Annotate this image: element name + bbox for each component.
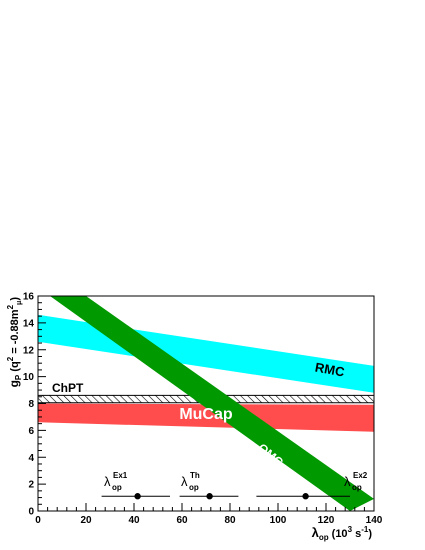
point-label: λ: [344, 474, 351, 489]
point-label: λ: [104, 474, 111, 489]
point-label-sup: Ex2: [353, 471, 368, 480]
band-mucap: [38, 403, 374, 432]
chpt-label: ChPT: [52, 381, 84, 395]
x-tick-label: 120: [318, 515, 335, 526]
point-label-sup: Ex1: [113, 471, 128, 480]
x-tick-label: 140: [366, 515, 383, 526]
y-tick-label: 4: [28, 453, 34, 464]
y-axis-title: gP (q2 = -0.88m2μ): [6, 297, 23, 388]
point-label-sub: op: [189, 483, 199, 492]
y-tick-label: 16: [23, 292, 35, 303]
point-label: λ: [181, 474, 188, 489]
x-axis-title: λop (103 s-1): [312, 525, 373, 542]
x-tick-label: 100: [270, 515, 287, 526]
point-marker: [302, 493, 309, 500]
points-layer: [101, 493, 350, 500]
y-tick-label: 14: [23, 318, 35, 329]
x-tick-label: 20: [80, 515, 92, 526]
x-tick-label: 60: [176, 515, 188, 526]
y-tick-label: 8: [28, 399, 34, 410]
point-marker: [206, 493, 213, 500]
x-tick-label: 40: [128, 515, 140, 526]
point-marker: [134, 493, 141, 500]
band-omc: [50, 296, 374, 511]
bands-layer: [38, 296, 374, 511]
rmc-label: RMC: [314, 360, 346, 380]
x-tick-label: 0: [35, 515, 41, 526]
y-tick-label: 2: [28, 480, 34, 491]
axes-layer: 0 20 40 60 80 100 120 140 0 2 4 6 8 10 12 14 16: [23, 292, 383, 527]
y-tick-label: 10: [23, 372, 35, 383]
mucap-label: MuCap: [179, 406, 233, 423]
x-tick-label: 80: [224, 515, 236, 526]
point-label-sub: op: [352, 483, 362, 492]
point-label-sub: op: [112, 483, 122, 492]
point-label-sup: Th: [190, 471, 200, 480]
y-tick-label: 0: [28, 507, 34, 518]
y-tick-label: 6: [28, 426, 34, 437]
y-tick-label: 12: [23, 345, 35, 356]
